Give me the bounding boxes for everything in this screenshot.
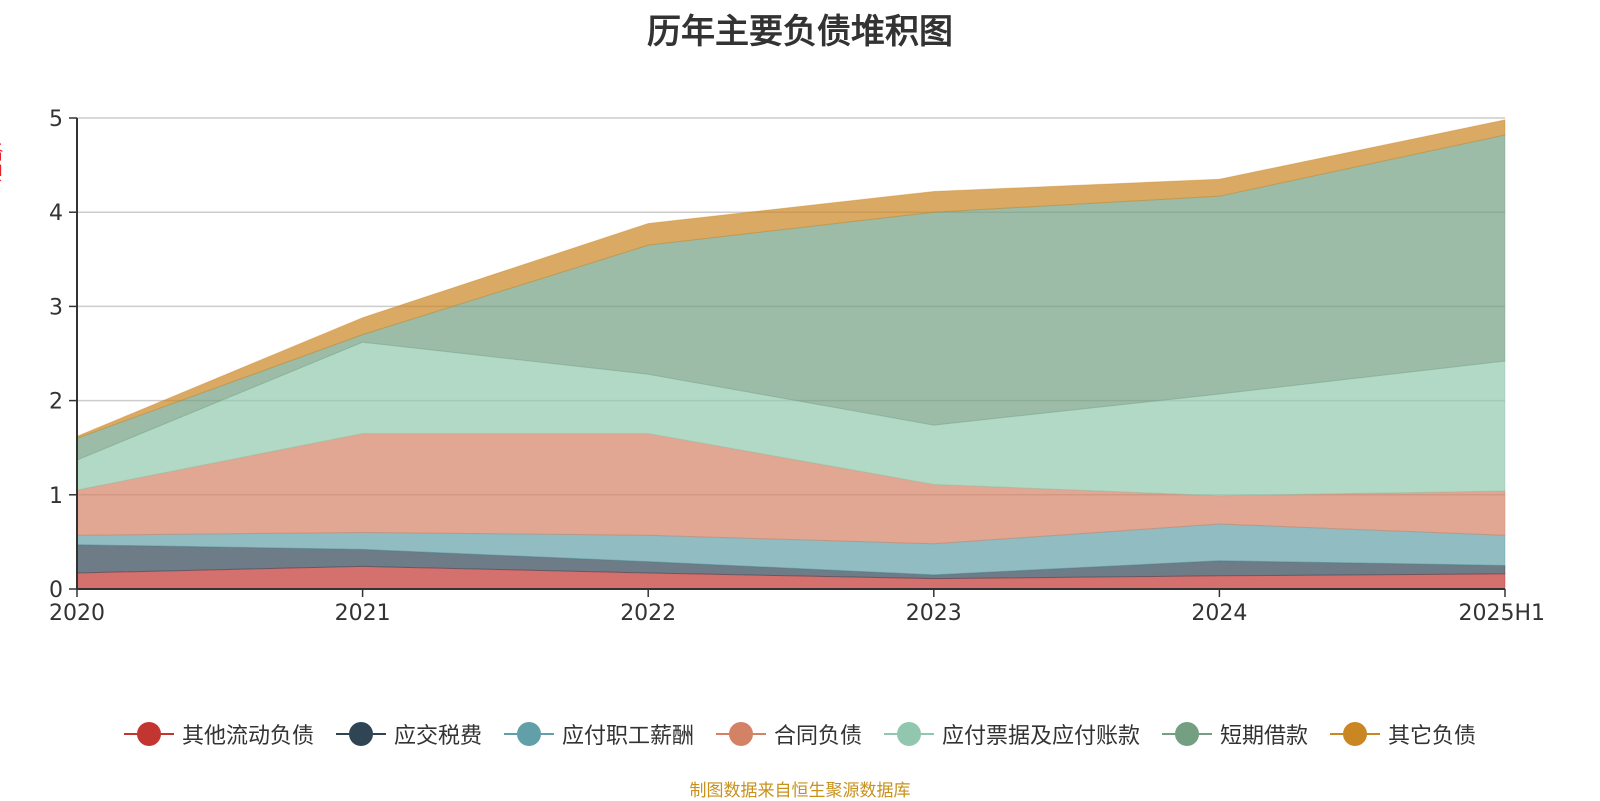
area-series-其它负债[interactable] [76, 119, 1506, 439]
y-tick-label: 3 [49, 295, 63, 320]
area-series [76, 119, 1506, 590]
x-tick-label: 2025H1 [1458, 601, 1545, 626]
y-tick-label: 4 [49, 201, 63, 226]
legend-item-payroll-payable[interactable]: 应付职工薪酬 [503, 718, 694, 750]
legend-item-other-current-liabilities[interactable]: 其他流动负债 [123, 718, 314, 750]
legend-item-taxes-payable[interactable]: 应交税费 [335, 718, 482, 750]
legend-label: 应交税费 [393, 724, 482, 749]
legend-label: 其他流动负债 [181, 724, 314, 749]
legend-label: 合同负债 [773, 724, 862, 749]
legend-item-other-liabilities[interactable]: 其它负债 [1330, 718, 1476, 750]
x-tick-label: 2021 [335, 601, 391, 626]
legend-item-short-term-loans[interactable]: 短期借款 [1162, 718, 1308, 750]
legend: 其他流动负债 应交税费 应付职工薪酬 合同负债 应付票据及应付账款 短期借款 其… [0, 718, 1600, 750]
y-tick-label: 0 [49, 578, 63, 603]
legend-item-notes-accounts-payable[interactable]: 应付票据及应付账款 [884, 718, 1140, 750]
x-tick-label: 2022 [620, 601, 676, 626]
y-tick-label: 5 [49, 107, 63, 132]
axes: 0 1 2 3 4 5 2020 2021 2022 2023 2024 2025H1 [49, 107, 1545, 626]
legend-item-contract-liabilities[interactable]: 合同负债 [715, 718, 862, 750]
legend-label: 短期借款 [1220, 724, 1309, 749]
chart-title: 历年主要负债堆积图 [647, 12, 953, 52]
legend-label: 应付职工薪酬 [561, 724, 694, 749]
y-tick-label: 2 [49, 390, 63, 415]
legend-label: 应付票据及应付账款 [942, 724, 1141, 749]
stacked-area-chart: 0 1 2 3 4 5 2020 2021 2022 2023 2024 2025H1 [49, 107, 1545, 626]
x-tick-label: 2020 [49, 601, 105, 626]
y-tick-label: 1 [49, 484, 63, 509]
x-tick-label: 2024 [1191, 601, 1247, 626]
legend-label: 其它负债 [1388, 724, 1477, 749]
x-tick-label: 2023 [906, 601, 962, 626]
data-source-note: 制图数据来自恒生聚源数据库 [689, 781, 911, 801]
